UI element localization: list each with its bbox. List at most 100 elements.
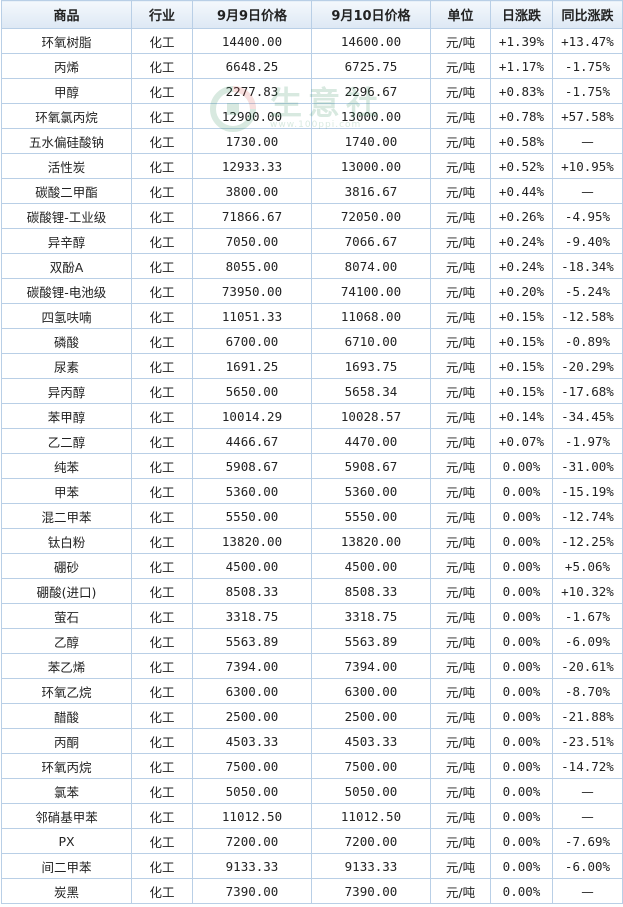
cell-price-curr: 4470.00: [311, 428, 431, 454]
cell-name[interactable]: 五水偏硅酸钠: [1, 128, 132, 154]
cell-unit: 元/吨: [430, 778, 491, 804]
cell-name[interactable]: 双酚A: [1, 253, 132, 279]
cell-name[interactable]: 磷酸: [1, 328, 132, 354]
cell-price-prev: 5050.00: [192, 778, 312, 804]
cell-price-curr: 1740.00: [311, 128, 431, 154]
cell-industry: 化工: [131, 478, 193, 504]
cell-name[interactable]: 硼酸(进口): [1, 578, 132, 604]
table-row: 苯甲醇 化工 10014.29 10028.57 元/吨 +0.14% -34.45%: [1, 403, 623, 429]
cell-price-prev: 5563.89: [192, 628, 312, 654]
cell-name[interactable]: 异丙醇: [1, 378, 132, 404]
cell-industry: 化工: [131, 703, 193, 729]
cell-name[interactable]: 纯苯: [1, 453, 132, 479]
cell-name[interactable]: 邻硝基甲苯: [1, 803, 132, 829]
cell-name[interactable]: 环氧丙烷: [1, 753, 132, 779]
cell-name[interactable]: 氯苯: [1, 778, 132, 804]
cell-name[interactable]: 炭黑: [1, 878, 132, 904]
cell-name[interactable]: 四氢呋喃: [1, 303, 132, 329]
cell-unit: 元/吨: [430, 578, 491, 604]
cell-price-curr: 6710.00: [311, 328, 431, 354]
cell-name[interactable]: 丙烯: [1, 53, 132, 79]
table-row: 环氧乙烷 化工 6300.00 6300.00 元/吨 0.00% -8.70%: [1, 678, 623, 704]
cell-name[interactable]: 甲苯: [1, 478, 132, 504]
cell-name[interactable]: 苯乙烯: [1, 653, 132, 679]
cell-yoy-change: —: [552, 803, 623, 829]
header-row: 商品 行业 9月9日价格 9月10日价格 单位 日涨跌 同比涨跌: [1, 0, 623, 29]
cell-industry: 化工: [131, 153, 193, 179]
cell-name[interactable]: 碳酸锂-电池级: [1, 278, 132, 304]
cell-name[interactable]: 苯甲醇: [1, 403, 132, 429]
cell-unit: 元/吨: [430, 328, 491, 354]
cell-industry: 化工: [131, 678, 193, 704]
header-yoy-change: 同比涨跌: [552, 0, 623, 29]
cell-industry: 化工: [131, 253, 193, 279]
cell-name[interactable]: 乙醇: [1, 628, 132, 654]
cell-daily-change: +0.24%: [490, 253, 553, 279]
cell-industry: 化工: [131, 378, 193, 404]
cell-price-curr: 4503.33: [311, 728, 431, 754]
table-row: 纯苯 化工 5908.67 5908.67 元/吨 0.00% -31.00%: [1, 453, 623, 479]
cell-name[interactable]: 碳酸锂-工业级: [1, 203, 132, 229]
cell-unit: 元/吨: [430, 228, 491, 254]
cell-yoy-change: -4.95%: [552, 203, 623, 229]
cell-name[interactable]: 乙二醇: [1, 428, 132, 454]
cell-price-curr: 11012.50: [311, 803, 431, 829]
table-row: 丙烯 化工 6648.25 6725.75 元/吨 +1.17% -1.75%: [1, 53, 623, 79]
cell-yoy-change: -14.72%: [552, 753, 623, 779]
cell-price-prev: 5360.00: [192, 478, 312, 504]
cell-name[interactable]: 环氧氯丙烷: [1, 103, 132, 129]
cell-daily-change: +0.58%: [490, 128, 553, 154]
cell-daily-change: +0.78%: [490, 103, 553, 129]
cell-name[interactable]: 碳酸二甲酯: [1, 178, 132, 204]
cell-unit: 元/吨: [430, 178, 491, 204]
cell-yoy-change: -21.88%: [552, 703, 623, 729]
cell-unit: 元/吨: [430, 253, 491, 279]
cell-price-curr: 6300.00: [311, 678, 431, 704]
cell-price-prev: 71866.67: [192, 203, 312, 229]
cell-name[interactable]: 甲醇: [1, 78, 132, 104]
cell-unit: 元/吨: [430, 678, 491, 704]
cell-daily-change: +0.15%: [490, 328, 553, 354]
cell-name[interactable]: 尿素: [1, 353, 132, 379]
cell-daily-change: +1.17%: [490, 53, 553, 79]
cell-daily-change: +0.07%: [490, 428, 553, 454]
table-row: 萤石 化工 3318.75 3318.75 元/吨 0.00% -1.67%: [1, 603, 623, 629]
cell-price-prev: 1691.25: [192, 353, 312, 379]
cell-industry: 化工: [131, 303, 193, 329]
cell-unit: 元/吨: [430, 603, 491, 629]
table-row: 环氧树脂 化工 14400.00 14600.00 元/吨 +1.39% +13.47%: [1, 28, 623, 54]
cell-unit: 元/吨: [430, 403, 491, 429]
cell-yoy-change: -7.69%: [552, 828, 623, 854]
cell-unit: 元/吨: [430, 353, 491, 379]
cell-name[interactable]: 硼砂: [1, 553, 132, 579]
header-price-prev: 9月9日价格: [192, 0, 312, 29]
cell-name[interactable]: 混二甲苯: [1, 503, 132, 529]
cell-name[interactable]: 醋酸: [1, 703, 132, 729]
table-row: 尿素 化工 1691.25 1693.75 元/吨 +0.15% -20.29%: [1, 353, 623, 379]
cell-name[interactable]: 间二甲苯: [1, 853, 132, 879]
cell-name[interactable]: 环氧乙烷: [1, 678, 132, 704]
cell-daily-change: 0.00%: [490, 678, 553, 704]
cell-name[interactable]: 环氧树脂: [1, 28, 132, 54]
cell-daily-change: 0.00%: [490, 503, 553, 529]
cell-name[interactable]: 钛白粉: [1, 528, 132, 554]
cell-daily-change: +0.52%: [490, 153, 553, 179]
table-row: 乙醇 化工 5563.89 5563.89 元/吨 0.00% -6.09%: [1, 628, 623, 654]
table-row: 硼酸(进口) 化工 8508.33 8508.33 元/吨 0.00% +10.32%: [1, 578, 623, 604]
cell-industry: 化工: [131, 328, 193, 354]
cell-name[interactable]: 丙酮: [1, 728, 132, 754]
cell-price-prev: 3800.00: [192, 178, 312, 204]
cell-name[interactable]: 异辛醇: [1, 228, 132, 254]
cell-price-prev: 6648.25: [192, 53, 312, 79]
cell-daily-change: +0.83%: [490, 78, 553, 104]
cell-name[interactable]: 活性炭: [1, 153, 132, 179]
cell-daily-change: 0.00%: [490, 453, 553, 479]
cell-unit: 元/吨: [430, 453, 491, 479]
table-row: 四氢呋喃 化工 11051.33 11068.00 元/吨 +0.15% -12.58%: [1, 303, 623, 329]
cell-name[interactable]: 萤石: [1, 603, 132, 629]
cell-name[interactable]: PX: [1, 828, 132, 854]
cell-yoy-change: -12.25%: [552, 528, 623, 554]
cell-yoy-change: -20.29%: [552, 353, 623, 379]
table-row: 环氧氯丙烷 化工 12900.00 13000.00 元/吨 +0.78% +57.58%: [1, 103, 623, 129]
cell-price-curr: 7066.67: [311, 228, 431, 254]
